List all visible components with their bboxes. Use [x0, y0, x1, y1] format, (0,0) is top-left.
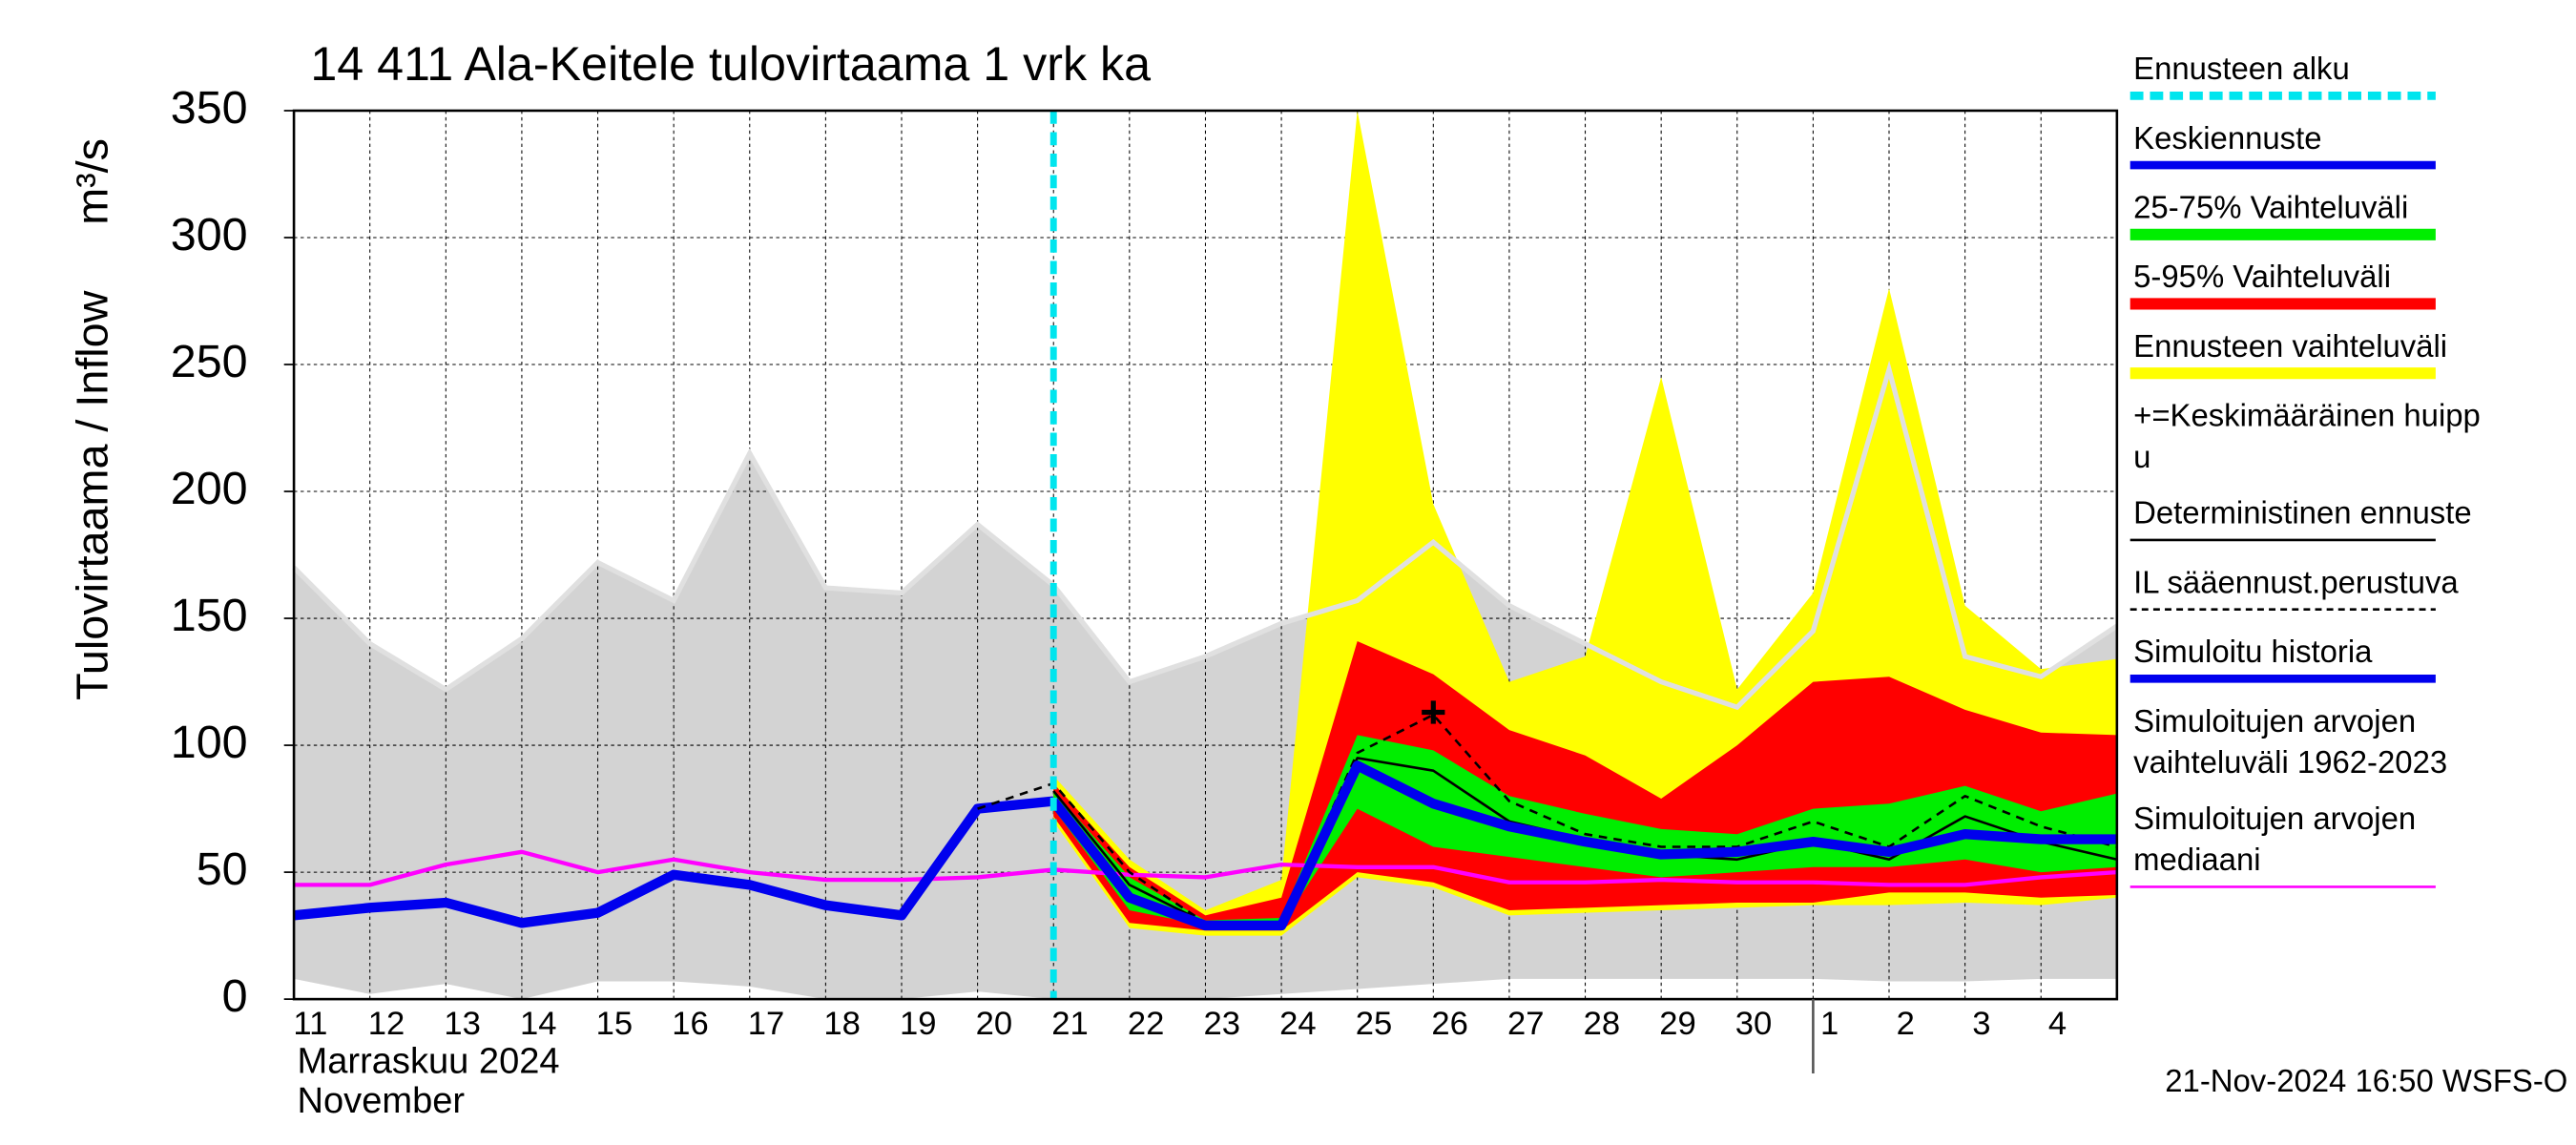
- legend-label: Ennusteen vaihteluväli: [2133, 328, 2447, 364]
- x-tick-label: 25: [1356, 1006, 1393, 1042]
- y-tick-label: 50: [197, 843, 248, 895]
- x-tick-label: 20: [976, 1006, 1012, 1042]
- legend-label: Keskiennuste: [2133, 120, 2321, 156]
- x-tick-label: 11: [293, 1006, 327, 1042]
- legend-label: +=Keskimääräinen huipp: [2133, 398, 2481, 433]
- x-tick-label: 23: [1204, 1006, 1241, 1042]
- series-line: [293, 796, 1054, 928]
- x-tick-label: 24: [1279, 1006, 1317, 1042]
- x-tick-label: 29: [1659, 1006, 1696, 1042]
- legend-label: Ennusteen alku: [2133, 51, 2350, 86]
- x-axis-label: Marraskuu 2024: [298, 1042, 560, 1082]
- y-tick-label: 100: [171, 717, 248, 768]
- range-band: [1053, 735, 2117, 926]
- legend-label: vaihteluväli 1962-2023: [2133, 744, 2447, 780]
- plot-frame: [292, 109, 2119, 1001]
- x-tick-label: 26: [1431, 1006, 1468, 1042]
- legend-label: Simuloitu historia: [2133, 634, 2373, 669]
- x-tick-label: 21: [1051, 1006, 1089, 1042]
- legend-label: IL sääennust.perustuva: [2133, 564, 2459, 599]
- legend-label: Simuloitujen arvojen: [2133, 801, 2416, 836]
- y-tick-label: 300: [171, 209, 248, 260]
- x-tick-label: 19: [900, 1006, 937, 1042]
- x-tick-label: 1: [1820, 1006, 1839, 1042]
- series-line: [294, 849, 2117, 887]
- series-line: [1049, 760, 2117, 931]
- legend-label: 25-75% Vaihteluväli: [2133, 189, 2408, 224]
- x-tick-label: 17: [748, 1006, 785, 1042]
- legend-label: u: [2133, 439, 2150, 474]
- x-tick-label: 4: [2048, 1006, 2067, 1042]
- legend-label: 5-95% Vaihteluväli: [2133, 259, 2391, 294]
- plot-area: [292, 110, 2119, 1000]
- legend-label: Deterministinen ennuste: [2133, 495, 2472, 531]
- y-tick-label: 250: [171, 336, 248, 387]
- x-tick-label: 16: [672, 1006, 709, 1042]
- x-tick-label: 2: [1897, 1006, 1915, 1042]
- y-tick-label: 150: [171, 590, 248, 641]
- peak-marker: [1422, 700, 1445, 724]
- y-tick-label: 0: [222, 970, 248, 1022]
- y-tick-label: 200: [171, 463, 248, 514]
- x-tick-label: 3: [1972, 1006, 1990, 1042]
- footer: 21-Nov-2024 16:50 WSFS-O: [2165, 1063, 2567, 1098]
- chart-title: 14 411 Ala-Keitele tulovirtaama 1 vrk ka: [310, 37, 1151, 91]
- x-tick-label: 14: [520, 1006, 557, 1042]
- x-tick-label: 13: [444, 1006, 481, 1042]
- y-axis-label: Tulovirtaama / Inflow: [68, 290, 117, 700]
- x-axis-label: November: [298, 1081, 466, 1121]
- x-tick-label: 30: [1735, 1006, 1772, 1042]
- x-tick-label: 22: [1128, 1006, 1165, 1042]
- range-upper-line: [292, 360, 2119, 711]
- x-tick-label: 28: [1584, 1006, 1621, 1042]
- legend-label: mediaani: [2133, 842, 2260, 877]
- legend-label: Simuloitujen arvojen: [2133, 703, 2416, 739]
- x-tick-label: 27: [1507, 1006, 1545, 1042]
- y-axis-unit: m³/s: [68, 138, 117, 225]
- x-tick-label: 12: [368, 1006, 405, 1042]
- series-line: [977, 713, 2118, 925]
- y-tick-label: 350: [171, 82, 248, 134]
- x-tick-label: 15: [596, 1006, 634, 1042]
- x-tick-label: 18: [823, 1006, 861, 1042]
